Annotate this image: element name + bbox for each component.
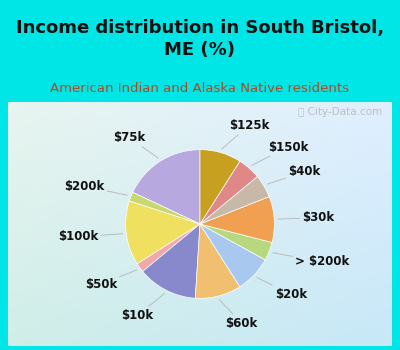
Text: $100k: $100k (58, 230, 122, 243)
Wedge shape (200, 197, 274, 243)
Wedge shape (143, 224, 200, 298)
Text: $40k: $40k (267, 165, 320, 184)
Text: $125k: $125k (222, 119, 269, 149)
Wedge shape (200, 149, 240, 224)
Wedge shape (133, 149, 200, 224)
Text: $75k: $75k (113, 131, 158, 158)
Text: $200k: $200k (64, 180, 127, 195)
Wedge shape (200, 224, 265, 287)
Text: $60k: $60k (220, 300, 258, 330)
Wedge shape (195, 224, 240, 298)
Wedge shape (200, 177, 269, 224)
Text: ⓘ City-Data.com: ⓘ City-Data.com (298, 107, 382, 117)
Text: $20k: $20k (257, 278, 307, 301)
Wedge shape (126, 201, 200, 264)
Wedge shape (137, 224, 200, 271)
Text: > $200k: > $200k (273, 253, 350, 268)
Text: $10k: $10k (121, 294, 164, 322)
Text: $150k: $150k (252, 140, 308, 166)
Text: $50k: $50k (85, 270, 137, 291)
Text: $30k: $30k (278, 211, 334, 224)
Wedge shape (200, 224, 272, 260)
Text: Income distribution in South Bristol,
ME (%): Income distribution in South Bristol, ME… (16, 19, 384, 59)
Wedge shape (129, 193, 200, 224)
Text: American Indian and Alaska Native residents: American Indian and Alaska Native reside… (50, 82, 350, 95)
Wedge shape (200, 161, 257, 224)
